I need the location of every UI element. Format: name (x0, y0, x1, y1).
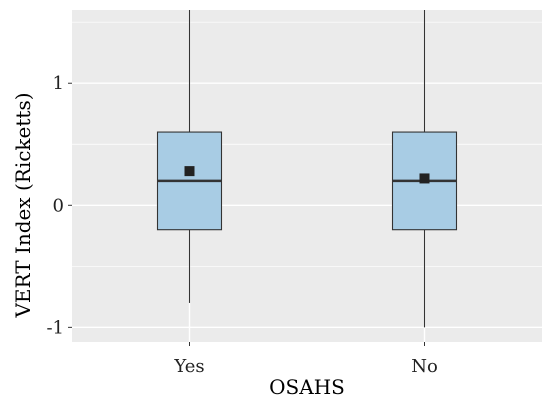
x-axis-title: OSAHS (269, 375, 345, 399)
y-tick-label: -1 (46, 317, 64, 338)
axes: -1 0 1 Yes No (46, 73, 437, 377)
mean-marker (184, 166, 195, 177)
y-tick-label: 0 (53, 195, 64, 216)
mean-marker (419, 173, 430, 184)
y-tick-label: 1 (53, 73, 64, 94)
box-no (391, 10, 458, 328)
x-tick-label: No (411, 356, 438, 377)
plot-panel (72, 10, 542, 342)
y-axis-title: VERT Index (Ricketts) (11, 92, 35, 318)
x-tick-label: Yes (173, 356, 204, 377)
box-group (156, 10, 458, 328)
box-yes (156, 10, 223, 303)
